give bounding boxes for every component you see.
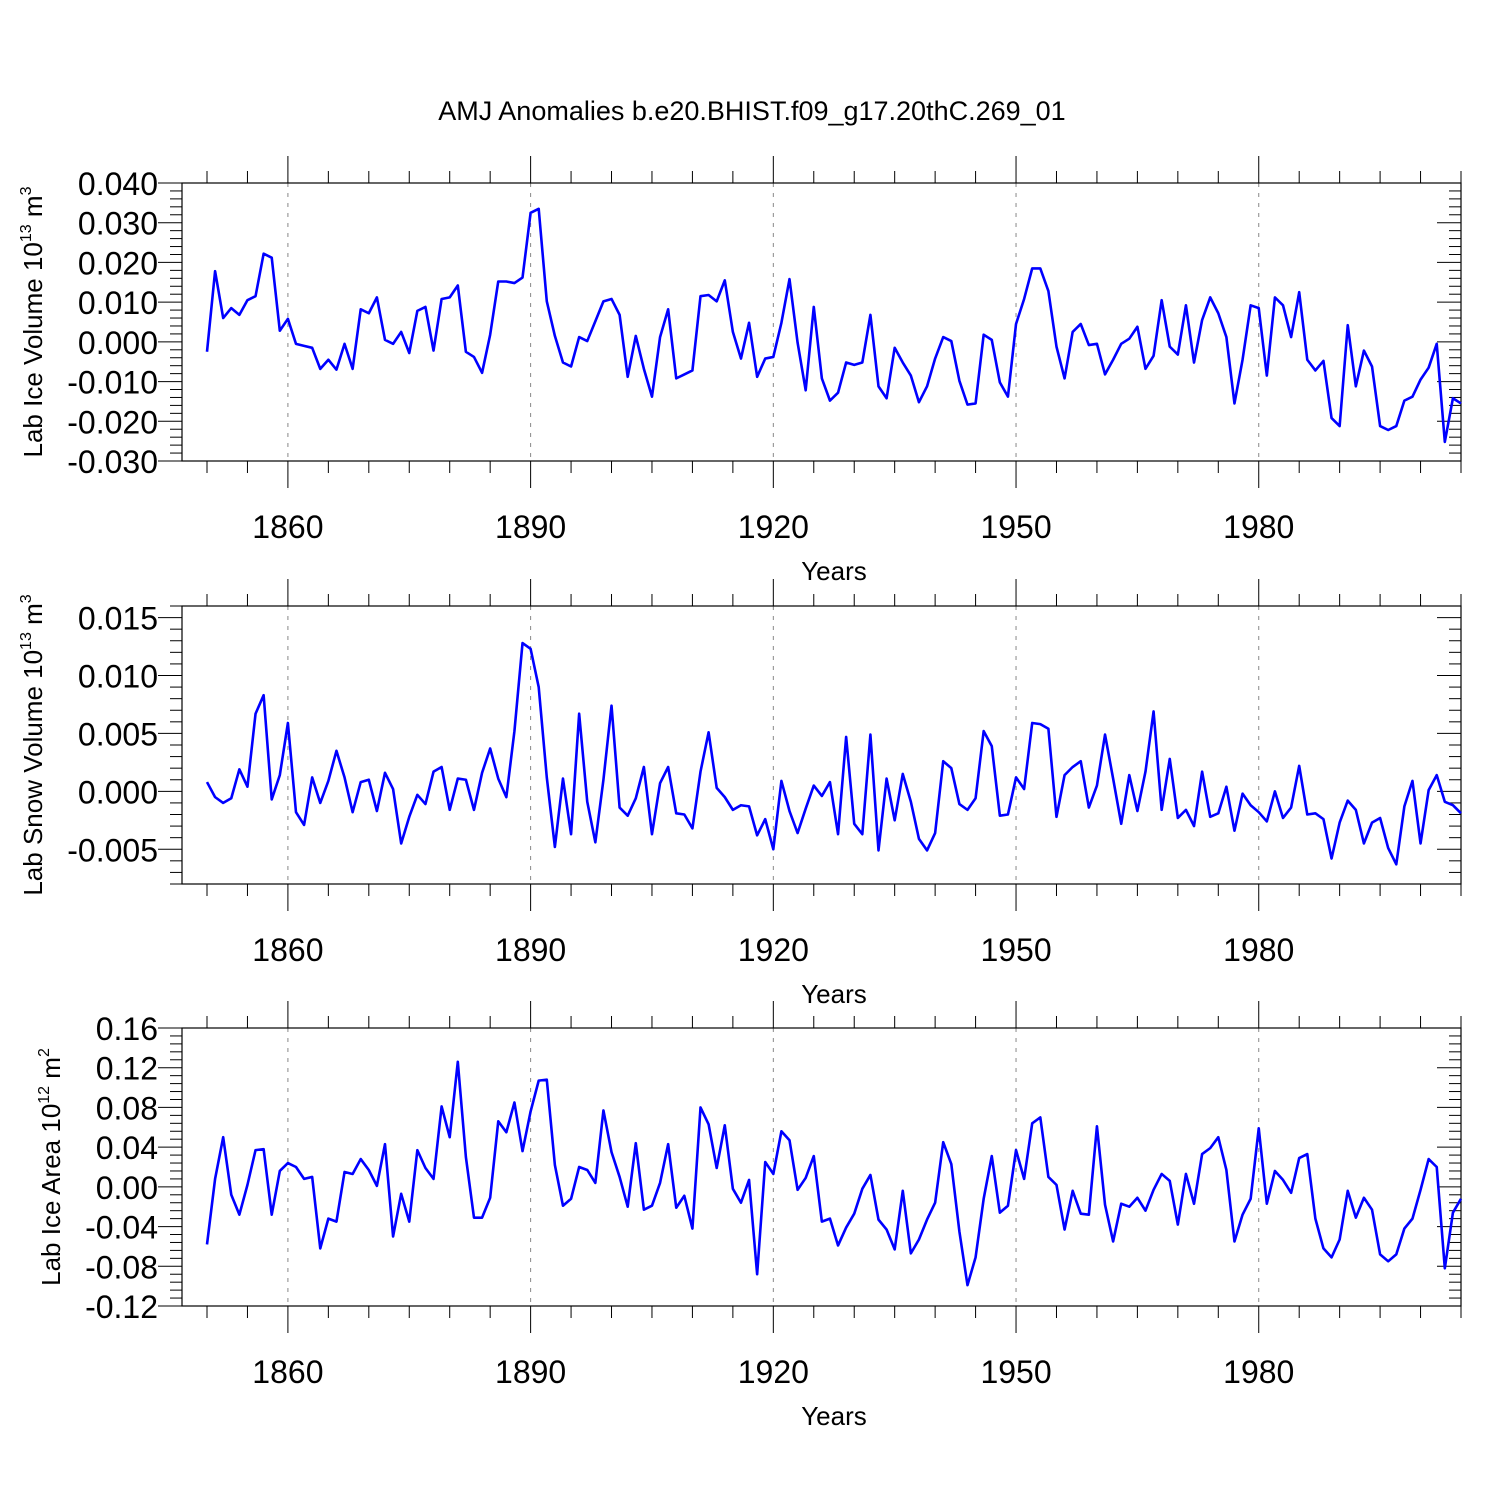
y-tick-label: 0.000: [78, 774, 158, 810]
x-tick-label: 1950: [980, 509, 1051, 545]
x-tick-label: 1980: [1223, 932, 1294, 968]
y-tick-label: 0.030: [78, 206, 158, 242]
chart-title: AMJ Anomalies b.e20.BHIST.f09_g17.20thC.…: [438, 96, 1065, 126]
y-tick-label: 0.12: [96, 1051, 158, 1087]
x-tick-label: 1860: [252, 1354, 323, 1390]
y-axis-title: Lab Ice Volume 1013 m3: [18, 186, 48, 457]
series-line-ice-volume: [205, 207, 1462, 444]
x-axis-title: Years: [801, 556, 867, 586]
series-line-snow-volume: [205, 641, 1462, 866]
plot-frame: [181, 182, 1462, 462]
x-tick-label: 1890: [495, 932, 566, 968]
panel-snow-volume: 1860 1890 1920 1950 1980 -0.005 0.000 0.005 0.01…: [18, 579, 1462, 1009]
y-tick-label: 0.010: [78, 285, 158, 321]
x-tick-label: 1950: [980, 932, 1051, 968]
y-tick-label: 0.08: [96, 1090, 158, 1126]
x-tick-label: 1920: [738, 509, 809, 545]
x-axis-title: Years: [801, 979, 867, 1009]
y-tick-label: -0.005: [67, 832, 158, 868]
panel-ice-volume: 1860 1890 1920 1950 1980 -0.030 -0.020-0.010 0.…: [18, 156, 1462, 586]
x-tick-label: 1860: [252, 932, 323, 968]
y-tick-label: -0.030: [67, 444, 158, 480]
x-tick-label: 1980: [1223, 1354, 1294, 1390]
y-tick-label: 0.015: [78, 601, 158, 637]
y-tick-label: -0.04: [85, 1210, 158, 1246]
y-tick-label: 0.04: [96, 1130, 158, 1166]
panel-ice-area: 1860 1890 1920 1950 1980 -0.12 -0.08-0.04 0.00 0…: [36, 1001, 1463, 1431]
x-tick-label: 1920: [738, 932, 809, 968]
y-tick-label: 0.005: [78, 716, 158, 752]
y-tick-label: 0.000: [78, 325, 158, 361]
x-axis-title: Years: [801, 1401, 867, 1431]
y-axis-title: Lab Ice Area 1012 m2: [36, 1048, 66, 1286]
x-tick-label: 1950: [980, 1354, 1051, 1390]
y-tick-label: -0.08: [85, 1249, 158, 1285]
x-tick-label: 1890: [495, 1354, 566, 1390]
x-tick-label: 1890: [495, 509, 566, 545]
y-tick-label: 0.16: [96, 1011, 158, 1047]
y-tick-label: 0.010: [78, 659, 158, 695]
x-tick-label: 1920: [738, 1354, 809, 1390]
series-line-ice-area: [205, 1060, 1463, 1287]
x-tick-label: 1980: [1223, 509, 1294, 545]
plot-frame: [181, 1027, 1462, 1307]
y-axis-title: Lab Snow Volume 1013 m3: [18, 594, 48, 895]
plot-frame: [181, 605, 1462, 885]
y-tick-label: 0.020: [78, 245, 158, 281]
y-tick-label: -0.010: [67, 365, 158, 401]
x-tick-label: 1860: [252, 509, 323, 545]
y-tick-label: -0.12: [85, 1289, 158, 1325]
y-tick-label: 0.040: [78, 166, 158, 202]
y-tick-label: -0.020: [67, 404, 158, 440]
y-tick-label: 0.00: [96, 1170, 158, 1206]
